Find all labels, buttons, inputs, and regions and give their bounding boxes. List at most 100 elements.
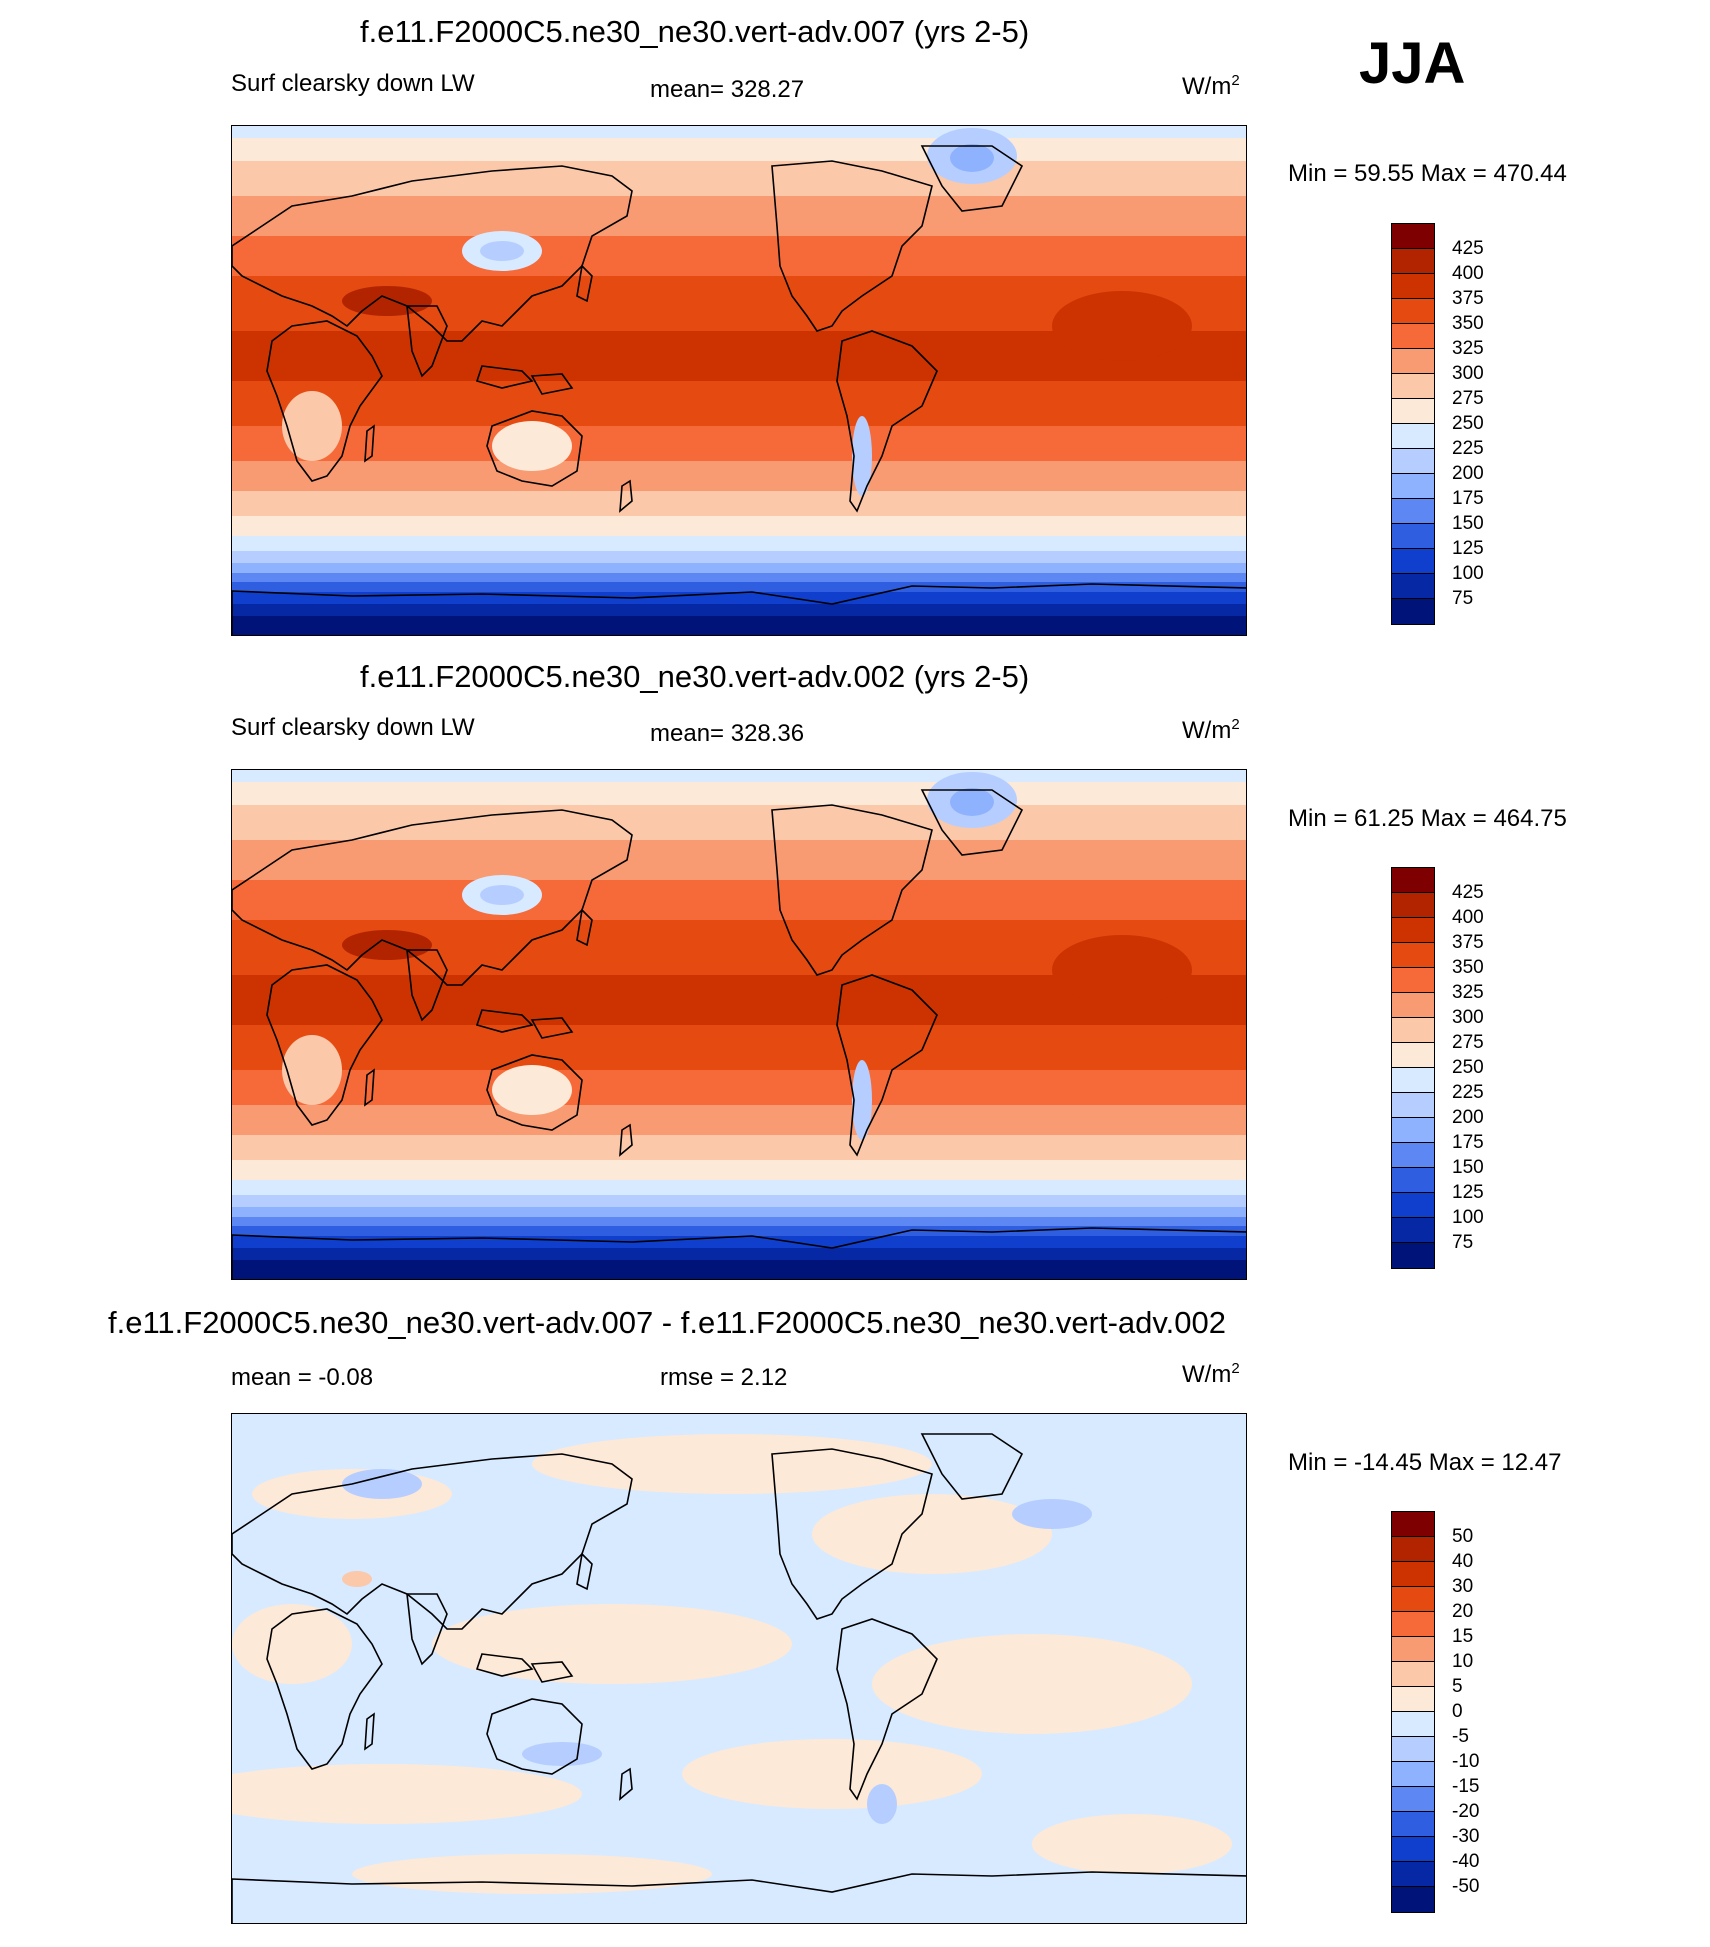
colorbar-box [1392,1787,1434,1812]
panel2-units: W/m2 [1182,716,1240,744]
colorbar-box [1392,1862,1434,1887]
colorbar-box [1392,1837,1434,1862]
colorbar-tick-label: 400 [1452,263,1484,284]
colorbar-box [1392,474,1434,499]
colorbar-box [1392,1043,1434,1068]
colorbar-box [1392,574,1434,599]
colorbar-tick-label: 325 [1452,338,1484,359]
colorbar-tick-label: 20 [1452,1601,1474,1622]
panel1-map [231,125,1247,636]
colorbar-box [1392,1193,1434,1218]
colorbar-tick-label: -15 [1452,1776,1480,1797]
colorbar-tick-label: -5 [1452,1726,1469,1747]
colorbar-box [1392,968,1434,993]
colorbar-box [1392,943,1434,968]
panel1-variable-label: Surf clearsky down LW [231,70,475,97]
panel3-colorbar [1391,1511,1435,1913]
colorbar-box [1392,299,1434,324]
colorbar-box [1392,499,1434,524]
colorbar-tick-label: -50 [1452,1876,1480,1897]
colorbar-box [1392,1537,1434,1562]
panel1-colorbar [1391,223,1435,625]
colorbar-box [1392,1562,1434,1587]
colorbar-box [1392,524,1434,549]
colorbar-tick-label: 225 [1452,438,1484,459]
colorbar-box [1392,1712,1434,1737]
colorbar-box [1392,599,1434,624]
colorbar-box [1392,449,1434,474]
colorbar-box [1392,1512,1434,1537]
colorbar-box [1392,1118,1434,1143]
colorbar-box [1392,1812,1434,1837]
panel1-units: W/m2 [1182,72,1240,100]
colorbar-tick-label: 50 [1452,1526,1474,1547]
colorbar-box [1392,1587,1434,1612]
colorbar-box [1392,1168,1434,1193]
colorbar-box [1392,1637,1434,1662]
colorbar-box [1392,324,1434,349]
colorbar-tick-label: 200 [1452,463,1484,484]
season-label: JJA [1359,31,1466,96]
colorbar-box [1392,1662,1434,1687]
panel2-colorbar [1391,867,1435,1269]
colorbar-tick-label: 225 [1452,1082,1484,1103]
colorbar-tick-label: 250 [1452,1057,1484,1078]
colorbar-tick-label: 15 [1452,1626,1474,1647]
colorbar-tick-label: -10 [1452,1751,1480,1772]
colorbar-tick-label: -40 [1452,1851,1480,1872]
colorbar-tick-label: 350 [1452,313,1484,334]
colorbar-box [1392,399,1434,424]
colorbar-tick-label: 175 [1452,1132,1484,1153]
panel3-mean-label: mean = -0.08 [231,1364,374,1391]
colorbar-tick-label: 5 [1452,1676,1463,1697]
colorbar-tick-label: 275 [1452,1032,1484,1053]
colorbar-tick-label: 175 [1452,488,1484,509]
colorbar-tick-label: 325 [1452,982,1484,1003]
colorbar-tick-label: 300 [1452,1007,1484,1028]
panel3-map [231,1413,1247,1924]
colorbar-tick-label: 150 [1452,513,1484,534]
panel1-mean-label: mean= 328.27 [650,76,805,103]
colorbar-box [1392,1093,1434,1118]
colorbar-box [1392,1243,1434,1268]
colorbar-box [1392,1737,1434,1762]
colorbar-box [1392,1018,1434,1043]
panel3-rmse-label: rmse = 2.12 [660,1364,788,1391]
colorbar-box [1392,1143,1434,1168]
colorbar-tick-label: 100 [1452,563,1484,584]
colorbar-box [1392,424,1434,449]
panel3-units: W/m2 [1182,1360,1240,1388]
colorbar-box [1392,1687,1434,1712]
colorbar-tick-label: 10 [1452,1651,1474,1672]
colorbar-box [1392,224,1434,249]
panel2-variable-label: Surf clearsky down LW [231,714,475,741]
panel2-minmax: Min = 61.25 Max = 464.75 [1288,805,1567,832]
colorbar-box [1392,374,1434,399]
colorbar-tick-label: 200 [1452,1107,1484,1128]
colorbar-tick-label: -30 [1452,1826,1480,1847]
colorbar-tick-label: 375 [1452,932,1484,953]
colorbar-tick-label: 125 [1452,538,1484,559]
colorbar-box [1392,893,1434,918]
colorbar-tick-label: 350 [1452,957,1484,978]
colorbar-tick-label: 425 [1452,238,1484,259]
panel3-minmax: Min = -14.45 Max = 12.47 [1288,1449,1562,1476]
colorbar-tick-label: 0 [1452,1701,1463,1722]
colorbar-tick-label: 275 [1452,388,1484,409]
colorbar-box [1392,1762,1434,1787]
colorbar-tick-label: 30 [1452,1576,1474,1597]
colorbar-box [1392,1218,1434,1243]
colorbar-box [1392,274,1434,299]
colorbar-tick-label: 75 [1452,1232,1474,1253]
colorbar-tick-label: 75 [1452,588,1474,609]
colorbar-tick-label: 375 [1452,288,1484,309]
colorbar-tick-label: 150 [1452,1157,1484,1178]
colorbar-box [1392,249,1434,274]
colorbar-tick-label: 400 [1452,907,1484,928]
colorbar-tick-label: 425 [1452,882,1484,903]
panel3-title: f.e11.F2000C5.ne30_ne30.vert-adv.007 - f… [108,1305,1226,1340]
colorbar-tick-label: -20 [1452,1801,1480,1822]
colorbar-box [1392,993,1434,1018]
panel1-minmax: Min = 59.55 Max = 470.44 [1288,160,1567,187]
colorbar-box [1392,549,1434,574]
